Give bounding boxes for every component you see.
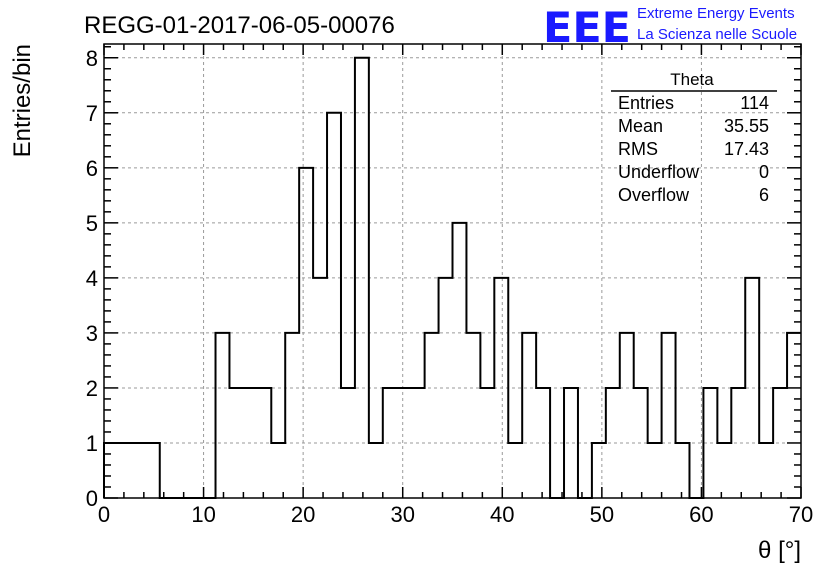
histogram-bin [216, 333, 230, 498]
histogram-bin [299, 168, 313, 498]
histogram-bin [759, 443, 773, 498]
y-tick-label: 8 [86, 46, 98, 71]
x-tick-label: 40 [490, 502, 514, 527]
y-tick-label: 6 [86, 156, 98, 181]
histogram-bin [285, 333, 299, 498]
y-tick-label: 4 [86, 266, 98, 291]
stats-rows: Entries 114 Mean 35.55 RMS 17.43 Underflow 0 Ove… [618, 93, 769, 205]
logo-line-2: La Scienza nelle Scuole [637, 26, 797, 43]
histogram-bin [676, 443, 690, 498]
y-tick-label: 7 [86, 101, 98, 126]
axis-ticks [103, 44, 802, 499]
histogram-bin [648, 443, 662, 498]
histogram-bin [717, 443, 731, 498]
stats-row-label: Underflow [618, 162, 700, 182]
x-tick-label: 20 [291, 502, 315, 527]
stats-title: Theta [670, 70, 714, 89]
y-tick-label: 3 [86, 321, 98, 346]
histogram-bin [606, 388, 620, 498]
histogram-bin [466, 333, 480, 498]
histogram-bin [132, 443, 146, 498]
x-tick-label: 30 [390, 502, 414, 527]
stats-row-value: 114 [740, 93, 769, 113]
y-axis-label: Entries/bin [9, 44, 36, 157]
histogram-bin [327, 113, 341, 498]
histogram-bin [662, 333, 676, 498]
y-tick-label: 5 [86, 211, 98, 236]
x-tick-label: 70 [789, 502, 813, 527]
histogram-bin [522, 333, 536, 498]
y-tick-label: 0 [86, 486, 98, 511]
x-tick-label: 0 [98, 502, 110, 527]
stats-row-value: 0 [759, 162, 769, 182]
histogram-bin [592, 443, 606, 498]
histogram-bin [271, 443, 285, 498]
plot-frame [103, 43, 802, 499]
histogram-bin [787, 333, 801, 498]
stats-row-value: 6 [759, 185, 769, 205]
histogram-bin [731, 388, 745, 498]
histogram-bin [257, 388, 271, 498]
histogram-bin [453, 223, 467, 498]
logo-line-1: Extreme Energy Events [637, 5, 795, 22]
x-axis-label: θ [°] [758, 537, 801, 564]
y-tick-label: 1 [86, 431, 98, 456]
y-tick-label: 2 [86, 376, 98, 401]
chart-title: REGG-01-2017-06-05-00076 [84, 12, 395, 39]
histogram-bin [620, 333, 634, 498]
x-tick-label: 10 [191, 502, 215, 527]
histogram-bin [146, 443, 160, 498]
histogram-bin [118, 443, 132, 498]
stats-box: Theta Entries 114 Mean 35.55 RMS 17.43 Underfl… [611, 70, 777, 205]
stats-row-value: 17.43 [724, 139, 769, 159]
stats-row-label: RMS [618, 139, 658, 159]
eee-logo-mark: EEE [543, 3, 631, 52]
stats-row-label: Overflow [618, 185, 690, 205]
x-tick-label: 50 [590, 502, 614, 527]
histogram-bin [425, 333, 439, 498]
stats-row-value: 35.55 [724, 116, 769, 136]
histogram-bin [508, 443, 522, 498]
stats-row-label: Mean [618, 116, 663, 136]
stats-row-label: Entries [618, 93, 674, 113]
histogram-bin [369, 443, 383, 498]
x-tick-label: 60 [689, 502, 713, 527]
histogram-bin [104, 443, 118, 498]
